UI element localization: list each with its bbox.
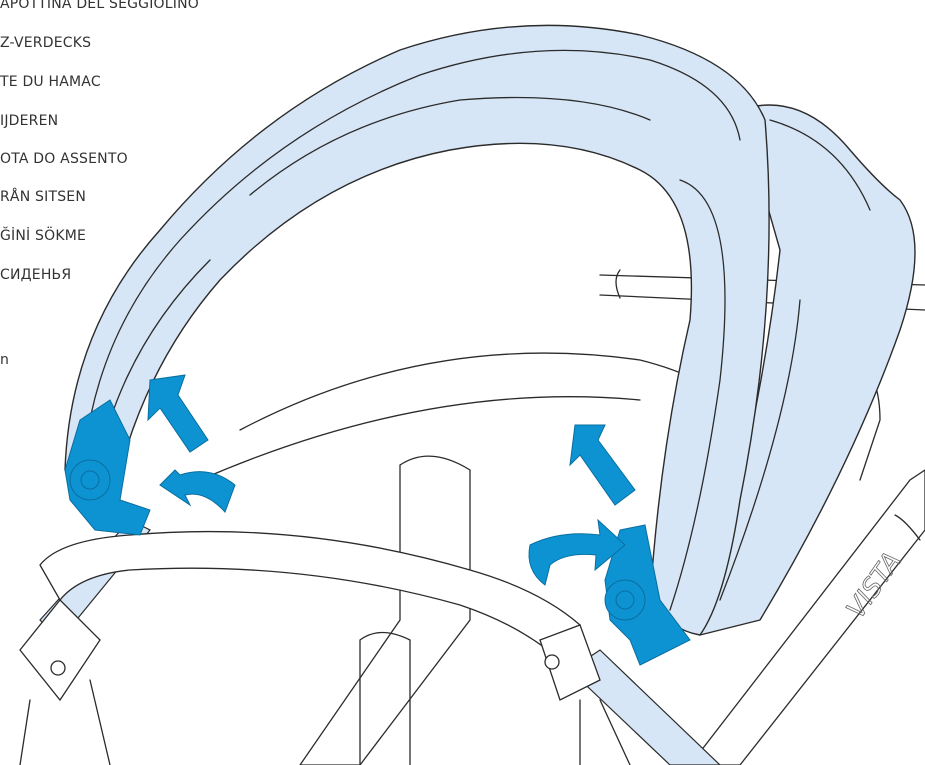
seat-post <box>359 631 411 765</box>
bumper-bar <box>39 530 581 662</box>
caption: RÅN SITSEN <box>0 189 86 205</box>
arrow-up <box>569 424 636 506</box>
caption: ĞİNİ SÖKME <box>0 228 87 244</box>
canopy-fold <box>84 49 741 611</box>
caption: OTA DO ASSENTO <box>0 151 128 167</box>
frame-tube <box>894 514 921 541</box>
canopy-clip-knob <box>604 579 646 621</box>
caption: СИДЕНЬЯ <box>0 267 72 283</box>
caption: TE DU HAMAC <box>0 74 101 90</box>
canopy-fold <box>719 119 871 601</box>
bumper-hole <box>544 654 560 670</box>
canopy <box>64 24 770 636</box>
canopy-clip-knob <box>69 459 111 501</box>
seat-edge <box>199 396 641 481</box>
seat-edge <box>239 352 741 431</box>
caption: IJDEREN <box>0 113 59 129</box>
caption: APOTTINA DEL SEGGIOLINO <box>0 0 200 12</box>
caption: Z-VERDECKS <box>0 35 92 51</box>
bumper-leg <box>19 679 631 765</box>
canopy-clip-knob <box>615 590 635 610</box>
arrow-up <box>147 374 209 453</box>
frame-rail <box>615 269 621 299</box>
arrow-turn <box>528 518 626 586</box>
canopy-clip <box>64 399 151 536</box>
bumper-clip <box>19 599 101 702</box>
frame-tube <box>689 469 925 765</box>
bumper-hole <box>50 660 66 676</box>
bumper-clip <box>539 624 601 701</box>
canopy-clip-knob <box>80 470 100 490</box>
seat-post <box>299 455 471 765</box>
caption: n <box>0 352 10 368</box>
arrow-turn <box>159 469 236 513</box>
